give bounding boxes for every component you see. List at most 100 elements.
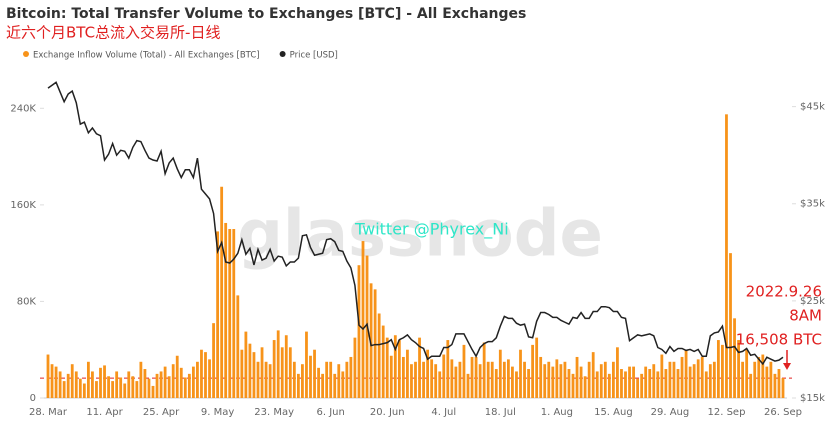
bar	[668, 361, 672, 398]
bar	[438, 371, 442, 398]
bar	[462, 344, 466, 398]
bar	[494, 369, 498, 398]
bar	[119, 377, 123, 398]
bar	[244, 331, 248, 398]
bar	[591, 352, 595, 398]
bar	[74, 371, 78, 398]
bar	[611, 361, 615, 398]
bar	[389, 355, 393, 398]
bar	[781, 378, 785, 398]
bar	[175, 355, 179, 398]
bar	[535, 337, 539, 398]
bar	[260, 347, 264, 398]
bar	[583, 376, 587, 398]
bar	[232, 229, 236, 398]
chart-subtitle: 近六个月BTC总流入交易所-日线	[6, 24, 220, 42]
bar	[212, 323, 215, 398]
bar	[660, 354, 664, 398]
bar	[434, 364, 438, 398]
bar	[264, 361, 268, 398]
annotation-arrowhead	[783, 363, 791, 370]
bar	[527, 369, 530, 398]
bar	[171, 364, 175, 398]
bar	[276, 330, 280, 398]
x-tick-label: 1. Aug	[541, 407, 573, 418]
bar	[397, 340, 401, 398]
bar	[155, 373, 159, 398]
x-tick-label: 15. Aug	[594, 407, 633, 418]
bar	[345, 361, 349, 398]
bar	[187, 373, 191, 398]
bar	[664, 369, 668, 398]
bar	[292, 361, 296, 398]
annotation-text: 16,508 BTC	[736, 331, 822, 349]
bar	[236, 295, 240, 398]
bar	[640, 373, 644, 398]
bar	[151, 385, 155, 398]
bar	[349, 356, 353, 398]
bar	[741, 361, 745, 398]
bar	[761, 354, 765, 398]
bar	[519, 349, 522, 398]
bar	[62, 381, 66, 398]
x-tick-label: 6. Jun	[317, 407, 345, 418]
bar	[208, 359, 211, 398]
bar	[563, 361, 567, 398]
credit: Twitter @Phyrex_Ni	[354, 220, 509, 240]
bar	[280, 347, 284, 398]
bar	[228, 229, 232, 398]
bar	[139, 361, 143, 398]
bar	[559, 364, 563, 398]
bar	[523, 361, 526, 398]
x-tick-label: 25. Apr	[143, 407, 180, 418]
bar	[410, 364, 413, 398]
bar	[333, 373, 337, 398]
y-tick-label: 240K	[10, 103, 36, 114]
bar	[95, 381, 98, 398]
bar	[652, 364, 656, 398]
bar	[603, 361, 607, 398]
bar	[474, 356, 478, 398]
y-tick-label: 80K	[17, 296, 37, 307]
bar	[765, 366, 769, 398]
bar	[401, 356, 405, 398]
x-tick-label: 26. Sep	[764, 407, 802, 418]
bar	[99, 367, 102, 398]
bar	[46, 354, 50, 398]
annotation-text: 8AM	[789, 307, 822, 325]
y-tick-label: 160K	[10, 200, 36, 211]
bar	[506, 359, 510, 398]
bar	[587, 361, 591, 398]
bar	[729, 253, 732, 398]
bar	[454, 366, 458, 398]
legend-label: Exchange Inflow Volume (Total) - All Exc…	[33, 51, 260, 61]
bar	[567, 369, 571, 398]
bar	[58, 371, 62, 398]
bar	[757, 356, 761, 398]
bar	[296, 373, 300, 398]
annotation-text: 2022.9.26	[746, 283, 822, 301]
bar	[123, 383, 127, 398]
bar	[721, 344, 724, 398]
bar	[288, 347, 292, 398]
bar	[773, 373, 777, 398]
bar	[648, 369, 652, 398]
bar	[240, 349, 244, 398]
bar	[418, 337, 421, 398]
y2-tick-label: $25k	[800, 296, 825, 307]
bar	[353, 337, 357, 398]
y2-tick-label: $35k	[800, 199, 825, 210]
bar	[498, 349, 502, 398]
bar	[159, 371, 163, 398]
bar	[676, 369, 680, 398]
bar	[753, 361, 757, 398]
bar	[511, 366, 514, 398]
bar	[91, 371, 94, 398]
bar	[268, 364, 272, 398]
bar	[539, 356, 543, 398]
bar	[616, 347, 619, 398]
bar	[337, 364, 341, 398]
bar	[381, 325, 385, 398]
bar	[107, 376, 110, 398]
